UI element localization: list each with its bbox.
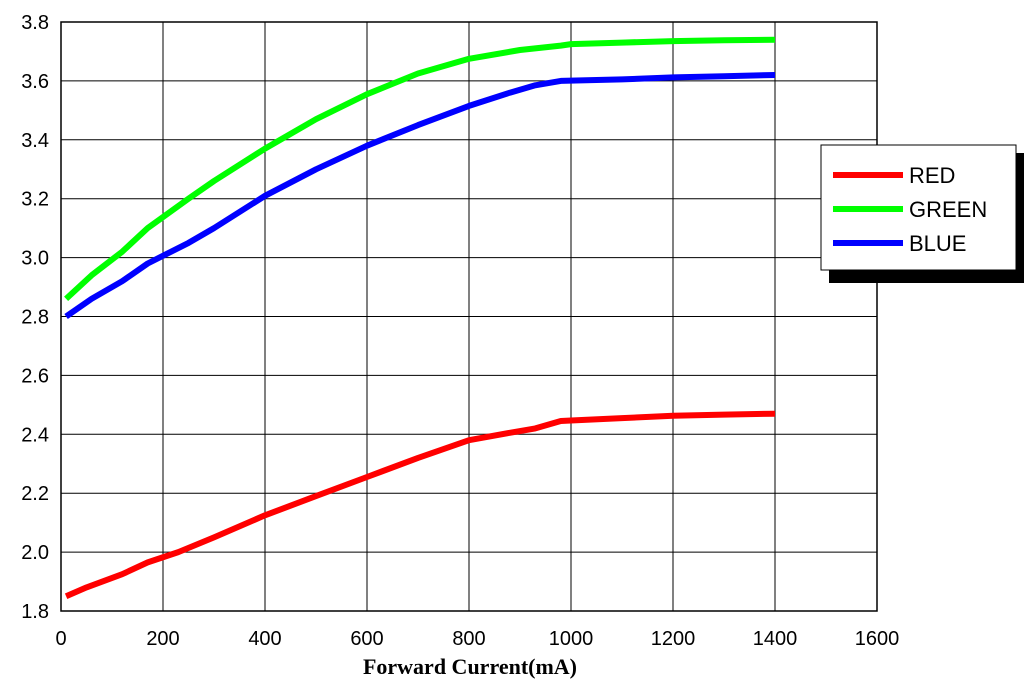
x-tick-label: 1200 bbox=[651, 628, 696, 650]
legend-label-green: GREEN bbox=[909, 197, 987, 222]
y-tick-label: 1.8 bbox=[21, 601, 49, 623]
y-tick-label: 2.8 bbox=[21, 307, 49, 329]
series-line-green bbox=[64, 36, 776, 302]
plot-frame bbox=[60, 21, 878, 612]
y-tick-label: 3.4 bbox=[21, 130, 49, 152]
y-tick-label: 3.6 bbox=[21, 71, 49, 93]
y-tick-label: 3.2 bbox=[21, 189, 49, 211]
series-group bbox=[64, 36, 776, 600]
y-tick-label: 2.6 bbox=[21, 365, 49, 387]
y-tick-label: 3.0 bbox=[21, 248, 49, 270]
x-axis-title: Forward Current(mA) bbox=[363, 654, 577, 679]
x-tick-label: 1600 bbox=[855, 628, 900, 650]
y-tick-labels: 1.8 2.0 2.2 2.4 2.6 2.8 3.0 3.2 3.4 3.6 3.8 bbox=[21, 12, 49, 623]
grid bbox=[60, 21, 878, 612]
x-tick-label: 1000 bbox=[549, 628, 594, 650]
x-tick-label: 1400 bbox=[753, 628, 798, 650]
x-tick-label: 800 bbox=[452, 628, 485, 650]
x-tick-labels: 0 200 400 600 800 1000 1200 1400 1600 bbox=[55, 628, 899, 650]
y-tick-label: 2.4 bbox=[21, 424, 49, 446]
y-tick-label: 2.0 bbox=[21, 542, 49, 564]
legend: RED GREEN BLUE bbox=[820, 144, 1024, 283]
x-tick-label: 600 bbox=[350, 628, 383, 650]
y-tick-label: 2.2 bbox=[21, 483, 49, 505]
x-tick-label: 200 bbox=[146, 628, 179, 650]
y-tick-label: 3.8 bbox=[21, 12, 49, 34]
series-line-blue bbox=[64, 72, 776, 319]
x-tick-label: 0 bbox=[55, 628, 66, 650]
legend-label-red: RED bbox=[909, 163, 955, 188]
series-line-red bbox=[64, 410, 776, 600]
x-tick-label: 400 bbox=[248, 628, 281, 650]
legend-label-blue: BLUE bbox=[909, 231, 966, 256]
